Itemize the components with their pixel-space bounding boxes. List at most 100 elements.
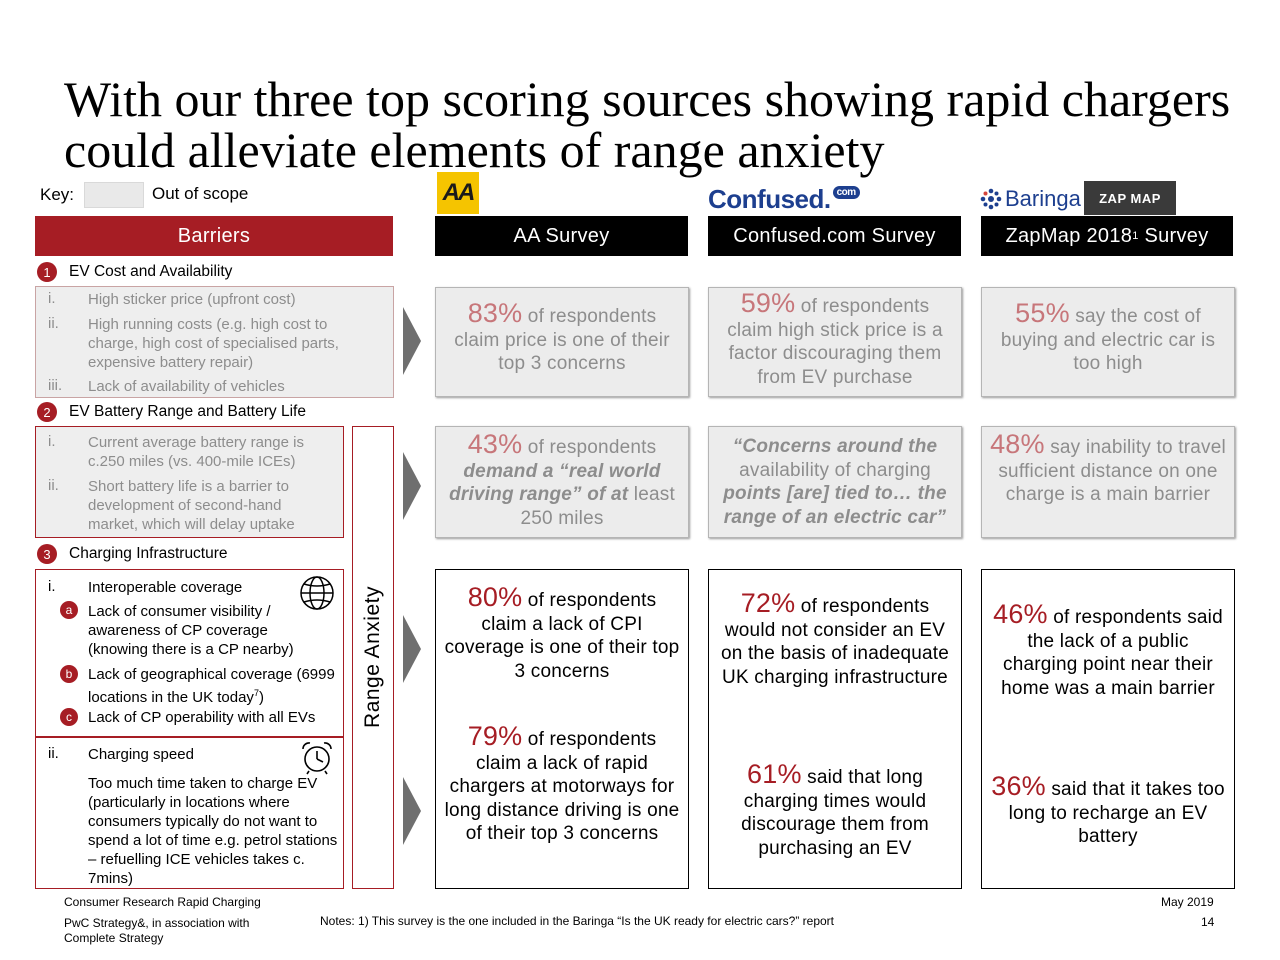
- zapmap-header-pre: ZapMap 2018: [1005, 224, 1133, 247]
- quote-part-3: points [are] tied to… the range of an el…: [723, 483, 947, 528]
- zapmap-charging-box: 46% of respondents said the lack of a pu…: [981, 569, 1235, 889]
- coverage-sub-item: Lack of geographical coverage (6999 loca…: [88, 665, 338, 707]
- barrier-item: Current average battery range is c.250 m…: [88, 434, 304, 470]
- roman-numeral: iii.: [48, 377, 63, 394]
- barrier-item: High running costs (e.g. high cost to ch…: [88, 316, 339, 371]
- stat-percentage: 59%: [740, 288, 796, 318]
- stat-percentage: 80%: [467, 582, 523, 612]
- sub-letter-b: b: [60, 665, 78, 683]
- stat-emphasis: demand a “real world driving range” of a…: [449, 460, 661, 506]
- arrow-right-icon: [403, 307, 421, 375]
- stat-description: say the cost of buying and electric car …: [1000, 306, 1216, 374]
- stat-percentage: 48%: [990, 429, 1045, 459]
- zapmap-cost-box: 55% say the cost of buying and electric …: [981, 287, 1235, 397]
- footer-date: May 2019: [1161, 895, 1214, 909]
- barrier-item: High sticker price (upfront cost): [88, 291, 296, 308]
- baringa-logo-text: Baringa: [1005, 186, 1081, 211]
- coverage-sub-item: Lack of CP operability with all EVs: [88, 709, 316, 726]
- stat-description: of respondents: [522, 437, 657, 458]
- confused-coverage-text: 72% of respondents would not consider an…: [717, 590, 953, 689]
- confused-logo-com: com: [832, 186, 860, 199]
- stat-percentage: 61%: [747, 759, 802, 789]
- confused-survey-header: Confused.com Survey: [708, 216, 961, 256]
- zapmap-header-post: Survey: [1138, 224, 1209, 247]
- key-text: Out of scope: [152, 184, 249, 203]
- section-2-label: EV Battery Range and Battery Life: [69, 403, 306, 420]
- stat-percentage: 46%: [993, 599, 1048, 629]
- speed-title: Charging speed: [88, 746, 194, 763]
- section-3-label: Charging Infrastructure: [69, 545, 228, 562]
- confused-speed-text: 61% said that long charging times would …: [717, 761, 953, 860]
- confused-range-box: “Concerns around the availability of cha…: [708, 426, 962, 538]
- section-1-label: EV Cost and Availability: [69, 263, 233, 280]
- stat-description: of respondents would not consider an EV …: [720, 596, 950, 688]
- section-2-number: 2: [37, 402, 57, 422]
- stat-description: said that long charging times would disc…: [741, 767, 929, 859]
- zapmap-survey-header: ZapMap 2018 1 Survey: [981, 216, 1233, 256]
- section-3-number: 3: [37, 544, 57, 564]
- arrow-right-icon: [403, 777, 421, 845]
- confused-logo-text: Confused.: [708, 184, 831, 214]
- barriers-header: Barriers: [35, 216, 393, 256]
- roman-numeral: i.: [48, 578, 56, 595]
- roman-numeral: i.: [48, 433, 56, 450]
- baringa-star-icon: [980, 188, 1002, 210]
- section-1-box: i. High sticker price (upfront cost) ii.…: [35, 286, 394, 398]
- zapmap-range-box: 48% say inability to travel sufficient d…: [981, 426, 1235, 538]
- confused-logo: Confused. com: [708, 184, 860, 215]
- sub-letter-a: a: [60, 601, 78, 619]
- aa-survey-header: AA Survey: [435, 216, 688, 256]
- quote-part-1: “Concerns around the: [732, 436, 938, 457]
- page-title: With our three top scoring sources showi…: [64, 71, 1231, 178]
- alarm-clock-icon: [302, 742, 332, 775]
- key-swatch: [84, 182, 144, 208]
- section-2-title: 2 EV Battery Range and Battery Life: [37, 402, 306, 422]
- coverage-sub-b-sup: 7: [253, 688, 259, 698]
- coverage-sub-b-text: Lack of geographical coverage (6999 loca…: [88, 666, 335, 706]
- section-1-number: 1: [37, 262, 57, 282]
- confused-charging-box: 72% of respondents would not consider an…: [708, 569, 962, 889]
- roman-numeral: ii.: [48, 315, 59, 332]
- barrier-item: Short battery life is a barrier to devel…: [88, 478, 295, 533]
- arrow-right-icon: [403, 615, 421, 683]
- zapmap-logo: ZAP MAP: [1084, 181, 1176, 215]
- stat-percentage: 79%: [467, 721, 523, 751]
- zapmap-cost-text: 55% say the cost of buying and electric …: [990, 300, 1226, 376]
- sub-letter-c: c: [60, 708, 78, 726]
- stat-percentage: 36%: [991, 771, 1046, 801]
- zapmap-range-text: 48% say inability to travel sufficient d…: [990, 431, 1226, 507]
- footer-credit: PwC Strategy&, in association with Compl…: [64, 916, 250, 945]
- stat-percentage: 83%: [467, 298, 523, 328]
- confused-cost-box: 59% of respondents claim high stick pric…: [708, 287, 962, 397]
- aa-charging-box: 80% of respondents claim a lack of CPI c…: [435, 569, 689, 889]
- zapmap-header-sup: 1: [1132, 230, 1139, 242]
- roman-numeral: i.: [48, 290, 56, 307]
- section-2-box: i. Current average battery range is c.25…: [35, 426, 344, 538]
- aa-range-box: 43% of respondents demand a “real world …: [435, 426, 689, 538]
- roman-numeral: ii.: [48, 745, 59, 762]
- arrow-right-icon: [403, 452, 421, 520]
- key-label: Key:: [40, 185, 75, 204]
- baringa-logo: Baringa: [980, 186, 1081, 212]
- stat-description: of respondents claim price is one of the…: [454, 306, 670, 374]
- barrier-item: Lack of availability of vehicles: [88, 378, 285, 395]
- stat-description: of respondents claim high stick price is…: [727, 296, 943, 388]
- range-anxiety-box: [352, 426, 394, 889]
- stat-description: of respondents claim a lack of rapid cha…: [444, 729, 680, 844]
- footer-document-title: Consumer Research Rapid Charging: [64, 895, 261, 909]
- aa-cost-text: 83% of respondents claim price is one of…: [444, 300, 680, 376]
- globe-icon: [300, 576, 334, 610]
- quote-part-2: availability of charging: [739, 459, 931, 481]
- stat-description: said that it takes too long to recharge …: [1008, 779, 1225, 847]
- coverage-title: Interoperable coverage: [88, 579, 243, 596]
- stat-percentage: 72%: [740, 588, 796, 618]
- aa-range-text: 43% of respondents demand a “real world …: [444, 431, 680, 530]
- stat-percentage: 55%: [1015, 298, 1070, 328]
- stat-description: of respondents claim a lack of CPI cover…: [444, 590, 680, 682]
- stat-description: say inability to travel sufficient dista…: [998, 437, 1226, 505]
- speed-text: Too much time taken to charge EV (partic…: [88, 775, 338, 887]
- coverage-box: i. Interoperable coverage a Lack of cons…: [35, 569, 344, 737]
- speed-box: ii. Charging speed Too much time taken t…: [35, 737, 344, 889]
- roman-numeral: ii.: [48, 477, 59, 494]
- coverage-sub-b-post: ): [258, 689, 264, 706]
